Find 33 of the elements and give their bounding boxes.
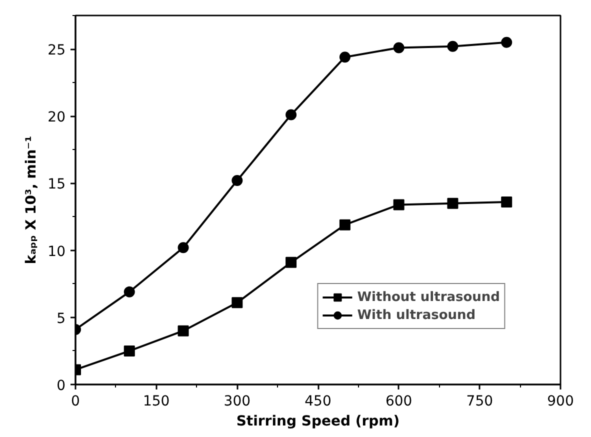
- x-tick-label: 0: [71, 394, 80, 410]
- point: [286, 109, 297, 120]
- y-tick-label: 10: [48, 244, 66, 260]
- y-axis-title: kₐₚₚ X 10³, min⁻¹: [24, 136, 40, 264]
- x-tick-label: 150: [142, 394, 170, 410]
- point: [393, 42, 404, 54]
- point: [447, 40, 458, 52]
- point: [232, 175, 243, 186]
- y-tick-label: 0: [56, 378, 66, 394]
- x-tick-label: 750: [466, 394, 494, 410]
- point: [124, 345, 135, 356]
- point: [447, 198, 458, 209]
- y-tick-label: 15: [48, 176, 66, 193]
- point: [339, 52, 350, 63]
- x-axis-title: Stirring Speed (rpm): [236, 414, 400, 430]
- point: [501, 196, 512, 208]
- x-tick-label: 300: [224, 394, 251, 410]
- y-tick-label: 25: [48, 42, 66, 59]
- y-tick-label: 5: [56, 310, 66, 327]
- x-tick-label: 600: [385, 394, 412, 410]
- point: [124, 286, 135, 298]
- legend-label: Without ultrasound: [357, 288, 500, 306]
- point: [339, 219, 350, 230]
- point: [178, 325, 189, 336]
- x-tick-label: 900: [547, 394, 574, 410]
- x-tick-label: 450: [304, 394, 332, 410]
- point: [501, 36, 512, 48]
- point: [178, 242, 189, 254]
- point: [286, 256, 297, 268]
- point: [393, 199, 404, 210]
- legend-label: With ultrasound: [357, 306, 476, 324]
- point: [232, 297, 243, 308]
- y-tick-label: 20: [48, 110, 66, 126]
